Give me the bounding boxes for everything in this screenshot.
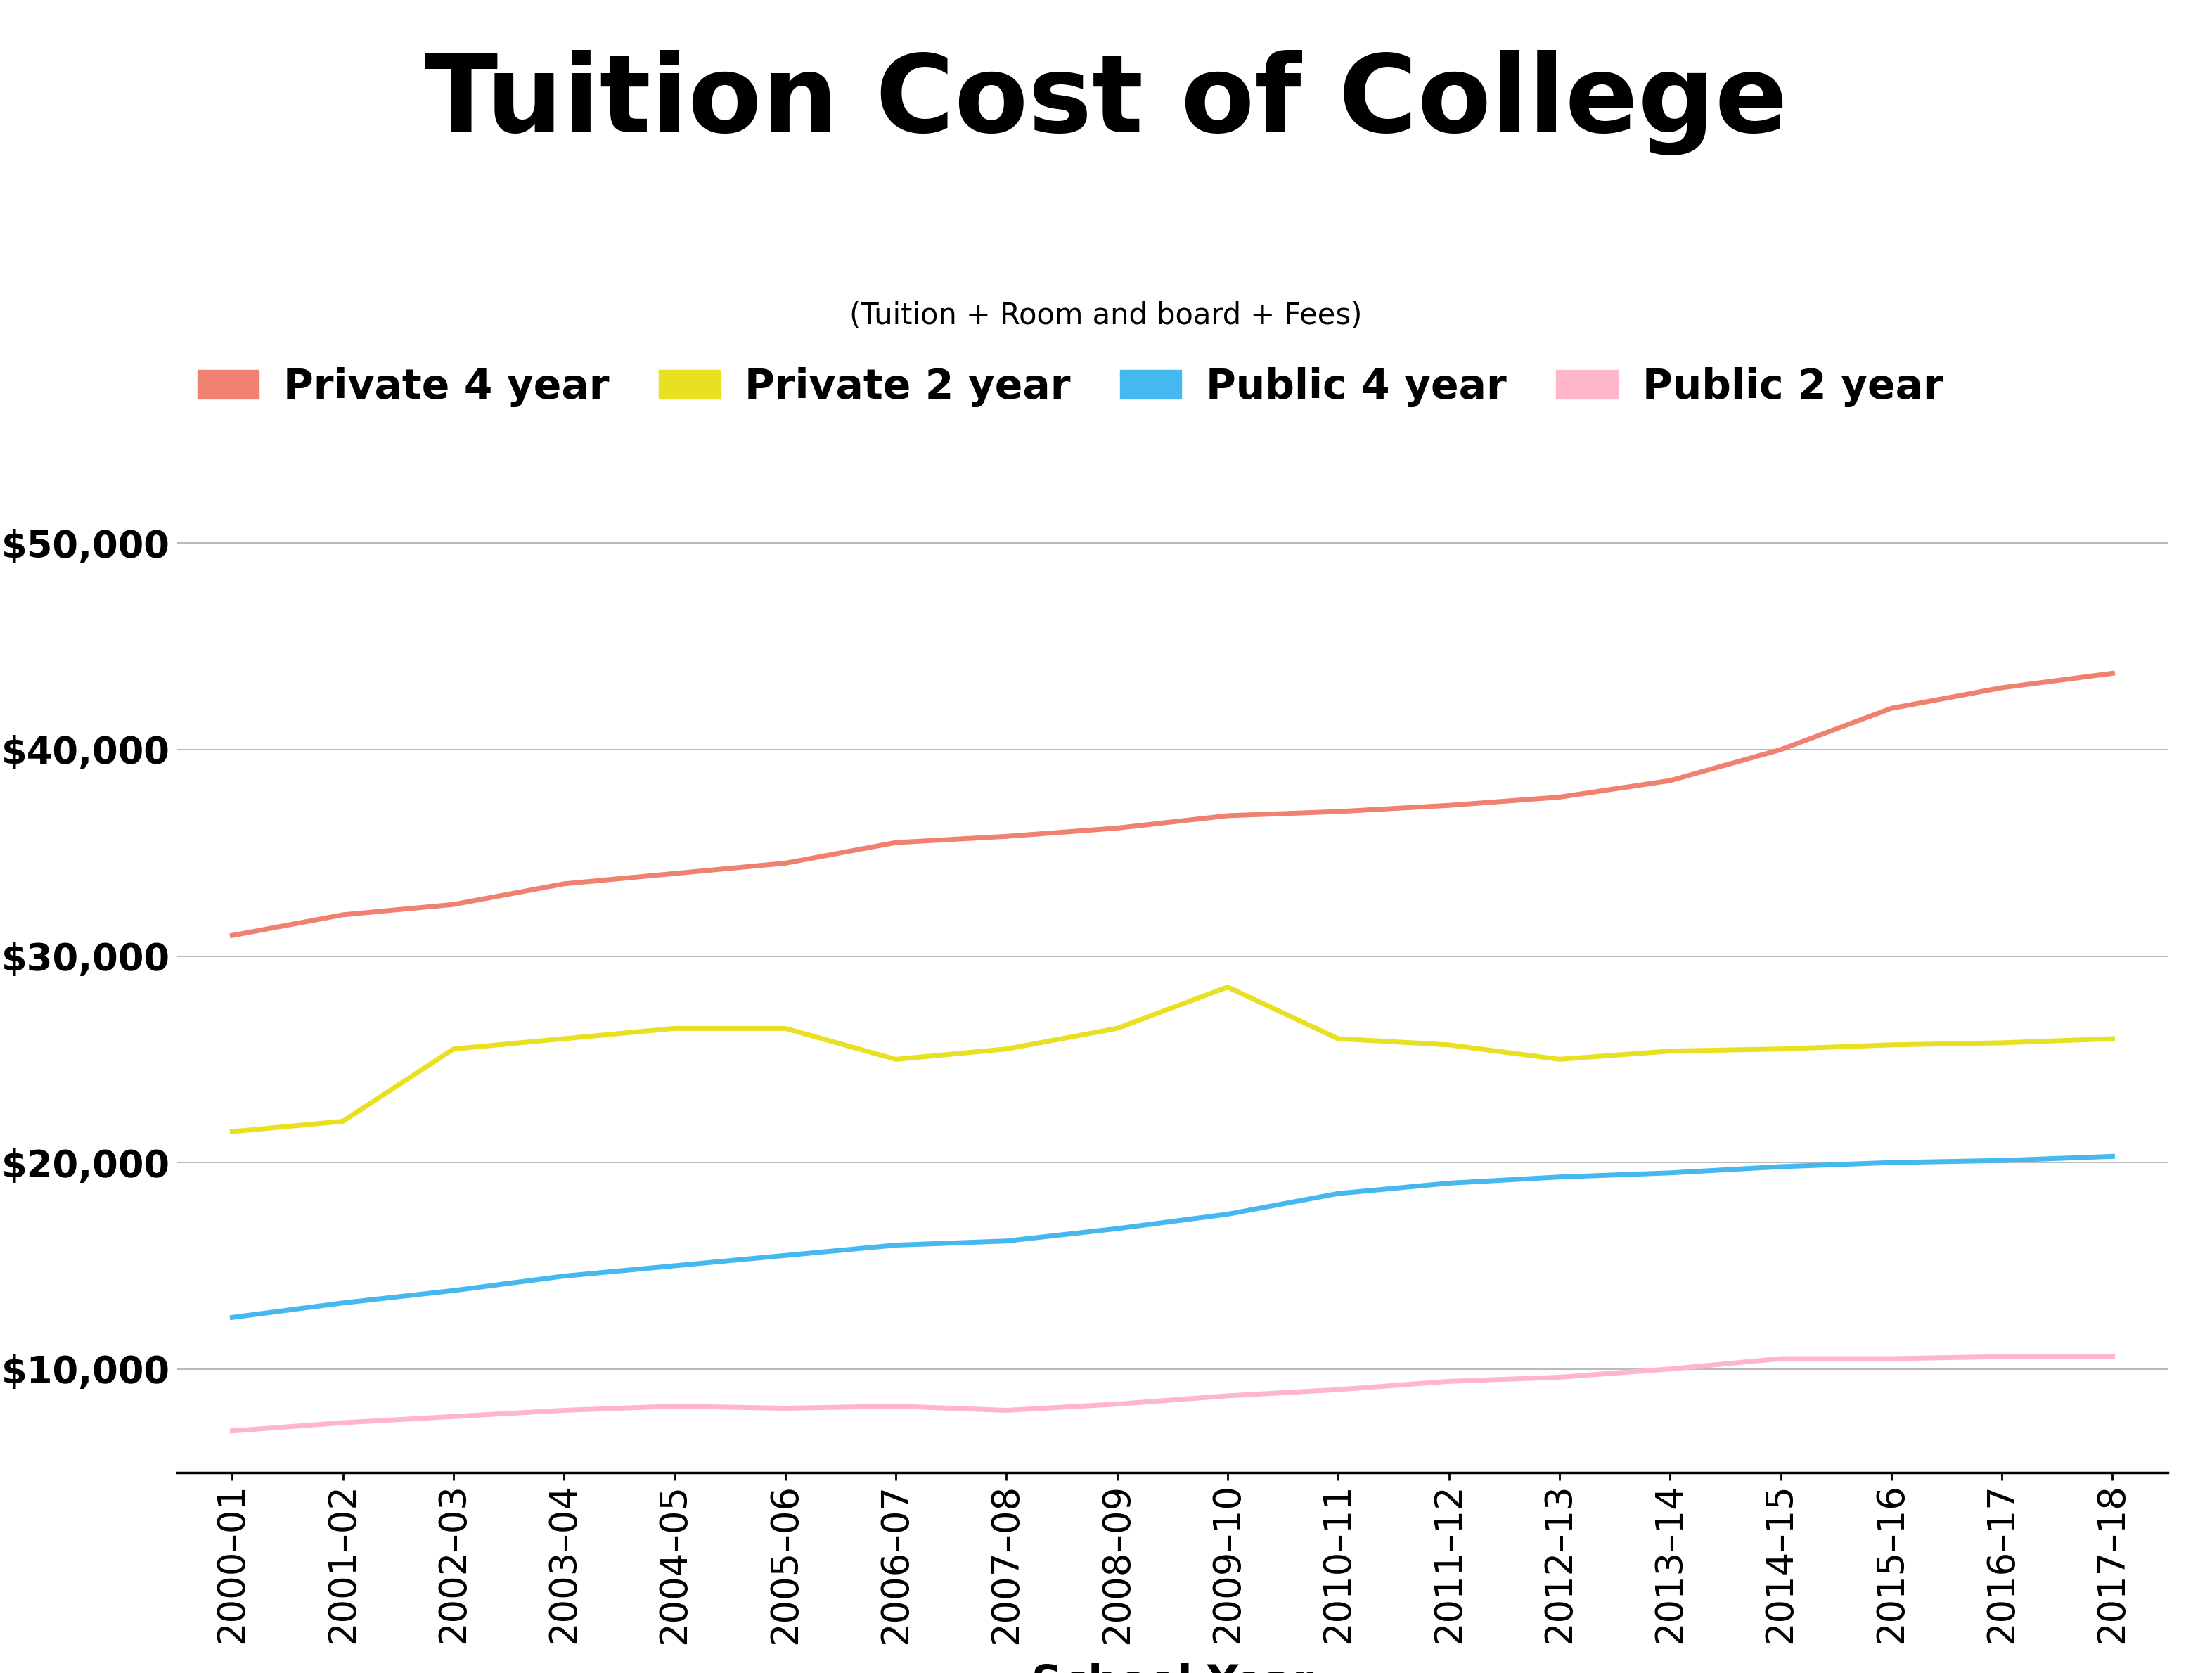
Public 2 year bbox=[1546, 1367, 1573, 1387]
Public 2 year bbox=[883, 1397, 909, 1417]
Public 4 year bbox=[1989, 1151, 2015, 1171]
Private 4 year bbox=[1104, 818, 1130, 838]
Private 4 year bbox=[1989, 678, 2015, 698]
Private 2 year bbox=[1767, 1039, 1794, 1059]
Legend: Private 4 year, Private 2 year, Public 4 year, Public 2 year: Private 4 year, Private 2 year, Public 4… bbox=[197, 366, 1942, 407]
Line: Private 4 year: Private 4 year bbox=[232, 673, 2112, 935]
Private 2 year bbox=[551, 1029, 577, 1049]
Private 4 year bbox=[1878, 698, 1905, 718]
Private 2 year bbox=[1325, 1029, 1352, 1049]
Public 2 year bbox=[1436, 1372, 1462, 1392]
Public 4 year bbox=[1214, 1205, 1241, 1225]
Private 4 year bbox=[772, 853, 799, 873]
Public 2 year bbox=[330, 1412, 356, 1432]
Private 2 year bbox=[1104, 1019, 1130, 1039]
Private 4 year bbox=[219, 925, 246, 945]
Private 4 year bbox=[440, 895, 467, 915]
Private 2 year bbox=[219, 1121, 246, 1141]
Private 4 year bbox=[661, 863, 688, 883]
Public 2 year bbox=[1657, 1358, 1683, 1379]
Private 2 year bbox=[661, 1019, 688, 1039]
Private 2 year bbox=[1214, 977, 1241, 997]
Public 2 year bbox=[551, 1400, 577, 1420]
Public 2 year bbox=[772, 1399, 799, 1419]
Private 2 year bbox=[772, 1019, 799, 1039]
Public 4 year bbox=[1546, 1168, 1573, 1188]
Public 4 year bbox=[1657, 1163, 1683, 1183]
Private 2 year bbox=[330, 1111, 356, 1131]
Private 4 year bbox=[993, 826, 1020, 847]
Public 4 year bbox=[883, 1235, 909, 1255]
Public 4 year bbox=[330, 1293, 356, 1313]
Private 4 year bbox=[1546, 786, 1573, 806]
Public 4 year bbox=[661, 1256, 688, 1276]
Public 4 year bbox=[993, 1231, 1020, 1251]
Public 4 year bbox=[1325, 1183, 1352, 1203]
Public 4 year bbox=[1104, 1218, 1130, 1238]
Line: Private 2 year: Private 2 year bbox=[232, 987, 2112, 1131]
Public 4 year bbox=[1878, 1153, 1905, 1173]
X-axis label: School Year: School Year bbox=[1031, 1663, 1314, 1673]
Private 4 year bbox=[2099, 663, 2126, 683]
Private 4 year bbox=[1657, 771, 1683, 791]
Public 2 year bbox=[440, 1407, 467, 1427]
Private 4 year bbox=[883, 833, 909, 853]
Public 4 year bbox=[772, 1245, 799, 1265]
Public 2 year bbox=[993, 1400, 1020, 1420]
Private 2 year bbox=[883, 1049, 909, 1069]
Public 4 year bbox=[2099, 1146, 2126, 1166]
Private 2 year bbox=[1657, 1041, 1683, 1061]
Line: Public 2 year: Public 2 year bbox=[232, 1357, 2112, 1430]
Public 2 year bbox=[1214, 1385, 1241, 1405]
Public 4 year bbox=[551, 1266, 577, 1287]
Public 2 year bbox=[1104, 1394, 1130, 1414]
Public 2 year bbox=[219, 1420, 246, 1440]
Public 2 year bbox=[1767, 1348, 1794, 1369]
Private 2 year bbox=[440, 1039, 467, 1059]
Public 4 year bbox=[1436, 1173, 1462, 1193]
Text: Tuition Cost of College: Tuition Cost of College bbox=[425, 50, 1787, 156]
Private 4 year bbox=[551, 873, 577, 893]
Public 4 year bbox=[1767, 1156, 1794, 1176]
Private 4 year bbox=[1325, 801, 1352, 821]
Text: (Tuition + Room and board + Fees): (Tuition + Room and board + Fees) bbox=[849, 301, 1363, 331]
Public 4 year bbox=[219, 1307, 246, 1327]
Public 2 year bbox=[1325, 1380, 1352, 1400]
Public 2 year bbox=[661, 1397, 688, 1417]
Private 4 year bbox=[1436, 795, 1462, 815]
Public 2 year bbox=[1989, 1347, 2015, 1367]
Line: Public 4 year: Public 4 year bbox=[232, 1156, 2112, 1317]
Private 4 year bbox=[1214, 806, 1241, 826]
Public 2 year bbox=[2099, 1347, 2126, 1367]
Private 4 year bbox=[330, 905, 356, 925]
Public 2 year bbox=[1878, 1348, 1905, 1369]
Private 2 year bbox=[1546, 1049, 1573, 1069]
Private 2 year bbox=[1989, 1032, 2015, 1052]
Private 4 year bbox=[1767, 739, 1794, 760]
Private 2 year bbox=[1436, 1036, 1462, 1056]
Private 2 year bbox=[2099, 1029, 2126, 1049]
Private 2 year bbox=[993, 1039, 1020, 1059]
Private 2 year bbox=[1878, 1036, 1905, 1056]
Public 4 year bbox=[440, 1280, 467, 1300]
